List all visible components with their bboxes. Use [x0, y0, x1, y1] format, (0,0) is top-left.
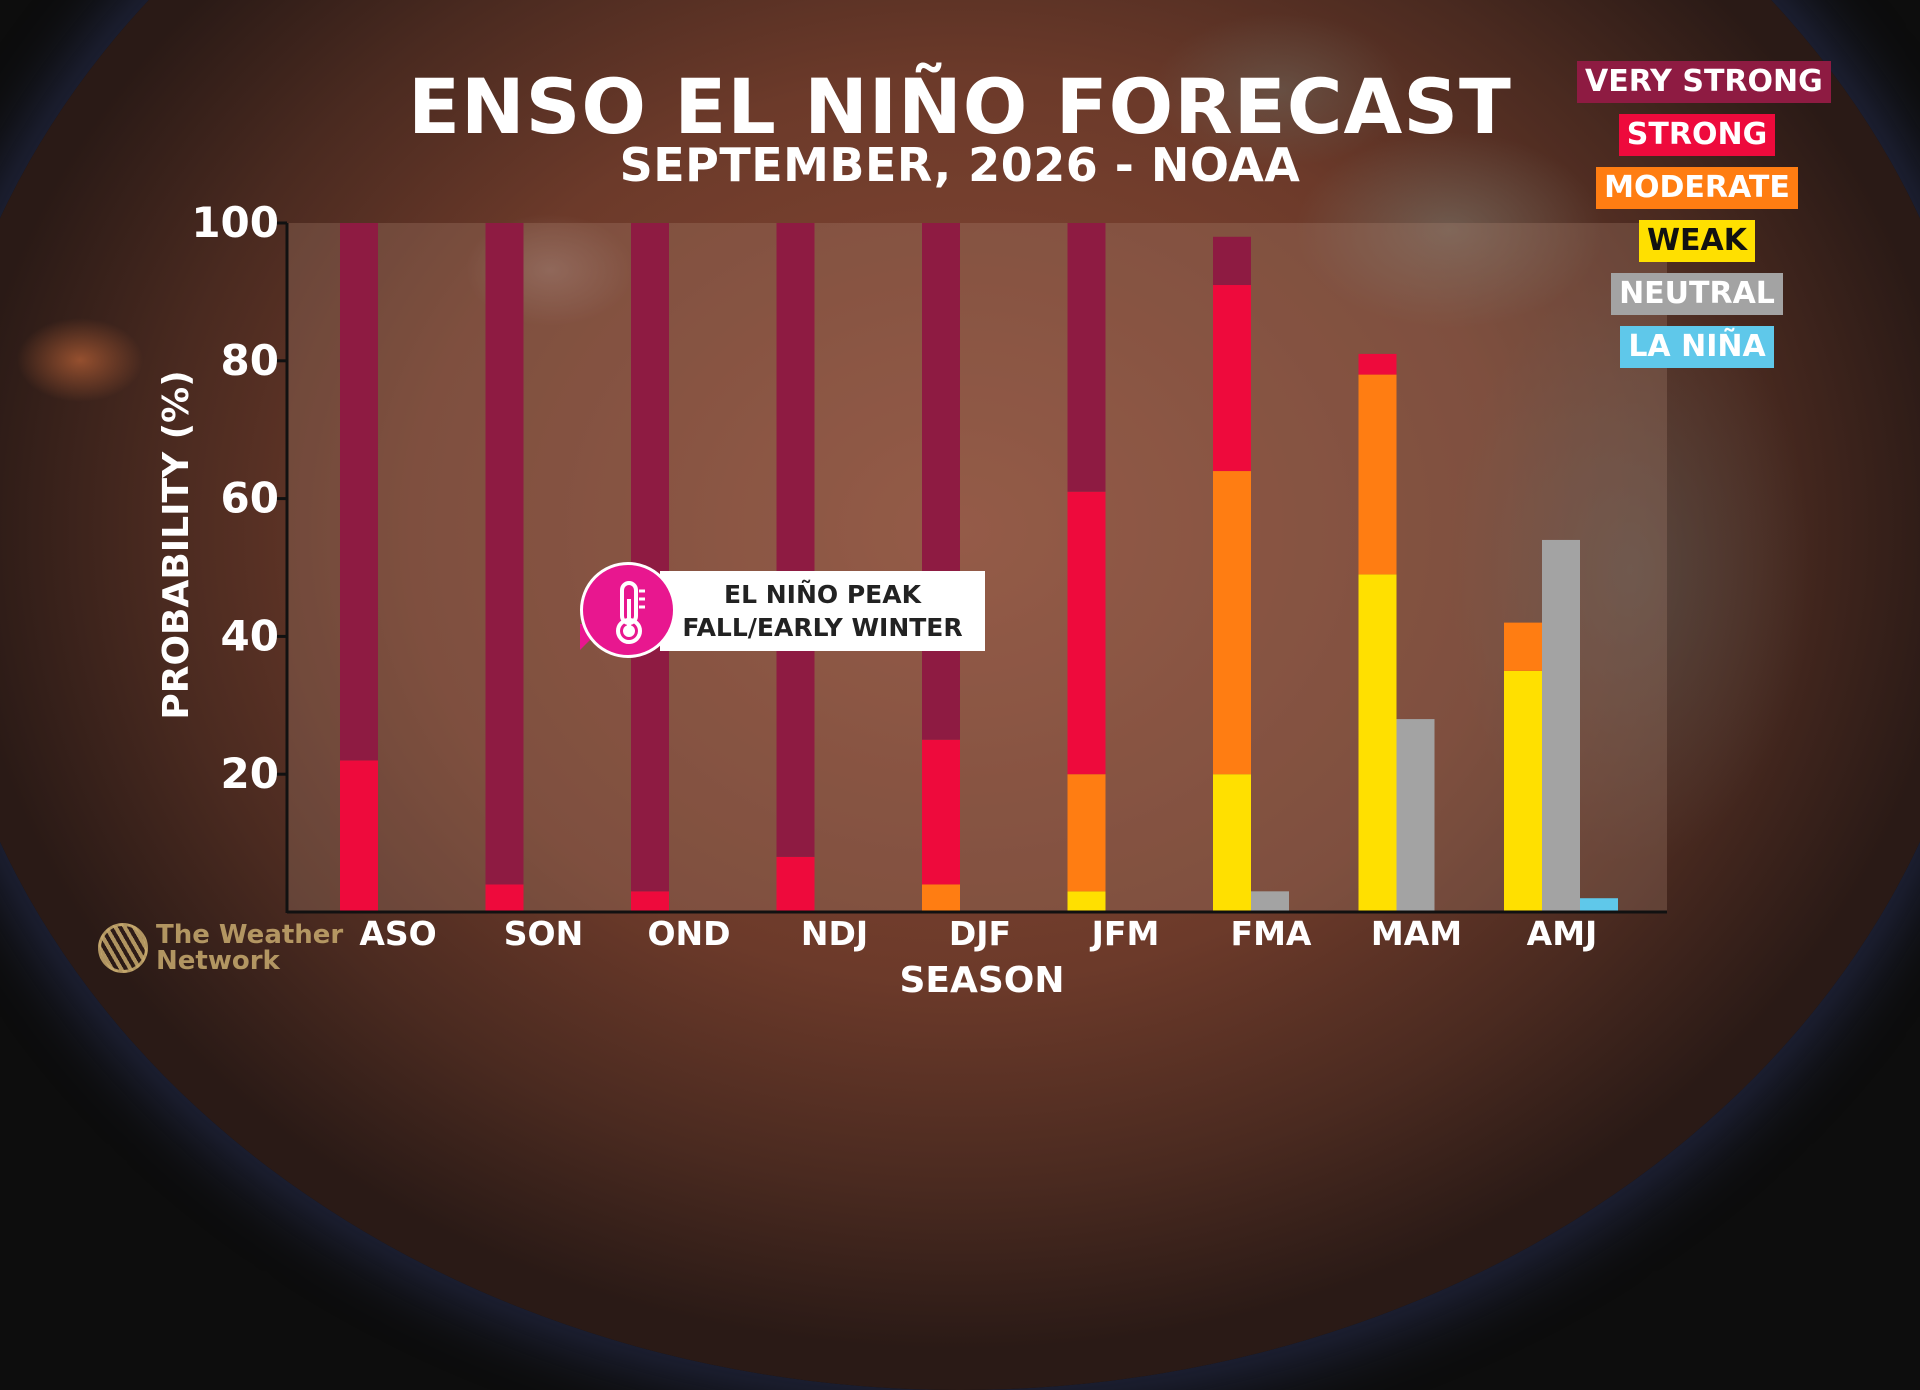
bar-fma-neutral	[1251, 891, 1289, 912]
bar-mam-moderate	[1358, 374, 1397, 575]
bar-fma-moderate	[1213, 471, 1251, 775]
x-tick-label: AMJ	[1527, 914, 1598, 953]
legend: VERY STRONG STRONG MODERATE WEAK NEUTRAL…	[1577, 61, 1831, 379]
bar-jfm-strong	[1067, 491, 1106, 775]
enso-bar-chart: ASO SON OND NDJ DJF JFM FMA MAM AMJ 20 40 60 80 100 SE…	[156, 198, 1618, 1001]
bar-fma-strong	[1213, 285, 1251, 472]
y-tick-label: 20	[221, 749, 279, 798]
x-tick-label: FMA	[1231, 914, 1312, 953]
callout-line-2: FALL/EARLY WINTER	[682, 613, 963, 642]
bar-son-very-strong	[485, 223, 524, 885]
bar-ndj-strong	[776, 856, 815, 912]
logo-line-1: The Weather	[156, 920, 344, 950]
y-tick-label: 80	[221, 336, 279, 385]
bar-djf-moderate	[922, 884, 960, 912]
legend-moderate: MODERATE	[1596, 167, 1798, 209]
callout-line-1: EL NIÑO PEAK	[724, 580, 921, 609]
y-tick-label: 100	[191, 198, 279, 247]
bar-ndj-very-strong	[776, 223, 815, 857]
weather-network-logo-icon	[98, 923, 148, 973]
bar-fma-very-strong	[1213, 236, 1251, 286]
x-tick-label: NDJ	[801, 914, 868, 953]
bar-aso-very-strong	[340, 223, 378, 761]
legend-strong: STRONG	[1618, 114, 1776, 156]
bar-mam-weak	[1358, 574, 1397, 912]
x-tick-label: MAM	[1371, 914, 1462, 953]
bar-djf-very-strong	[922, 223, 960, 740]
weather-network-logo: The Weather Network	[98, 920, 343, 976]
bar-mam-neutral	[1396, 719, 1435, 912]
bar-amj-weak	[1504, 670, 1542, 912]
chart-subtitle: SEPTEMBER, 2026 - NOAA	[619, 138, 1301, 192]
bar-djf-strong	[922, 739, 960, 885]
x-tick-label: SON	[504, 914, 583, 953]
x-tick-label: ASO	[359, 914, 436, 953]
bar-fma-weak	[1213, 774, 1251, 912]
x-axis-title: SEASON	[899, 960, 1064, 1001]
logo-line-2: Network	[156, 946, 280, 976]
bar-jfm-moderate	[1067, 774, 1106, 892]
legend-weak: WEAK	[1638, 220, 1756, 262]
bar-mam-strong	[1358, 353, 1397, 375]
legend-neutral: NEUTRAL	[1611, 273, 1783, 315]
bar-ond-very-strong	[631, 223, 669, 892]
legend-very-strong: VERY STRONG	[1577, 61, 1831, 103]
bar-amj-neutral	[1542, 539, 1580, 912]
bar-ond-strong	[631, 891, 669, 912]
bar-amj-la-nina	[1580, 898, 1618, 912]
y-axis-title: PROBABILITY (%)	[156, 370, 197, 719]
thermometer-icon	[580, 562, 676, 658]
x-tick-label: OND	[647, 914, 730, 953]
y-tick-label: 60	[221, 474, 279, 523]
bar-amj-moderate	[1504, 622, 1542, 671]
bar-aso-strong	[340, 760, 378, 912]
bar-son-strong	[485, 884, 524, 912]
y-tick-label: 40	[221, 611, 279, 660]
chart-title: ENSO EL NIÑO FORECAST	[408, 62, 1512, 151]
x-tick-label: JFM	[1090, 914, 1160, 953]
x-tick-label: DJF	[949, 914, 1011, 953]
bar-jfm-very-strong	[1067, 223, 1106, 492]
callout-box: EL NIÑO PEAK FALL/EARLY WINTER	[660, 571, 985, 651]
el-nino-peak-callout: EL NIÑO PEAK FALL/EARLY WINTER	[580, 562, 985, 672]
legend-la-nina: LA NIÑA	[1620, 326, 1774, 368]
bar-jfm-weak	[1067, 891, 1106, 912]
